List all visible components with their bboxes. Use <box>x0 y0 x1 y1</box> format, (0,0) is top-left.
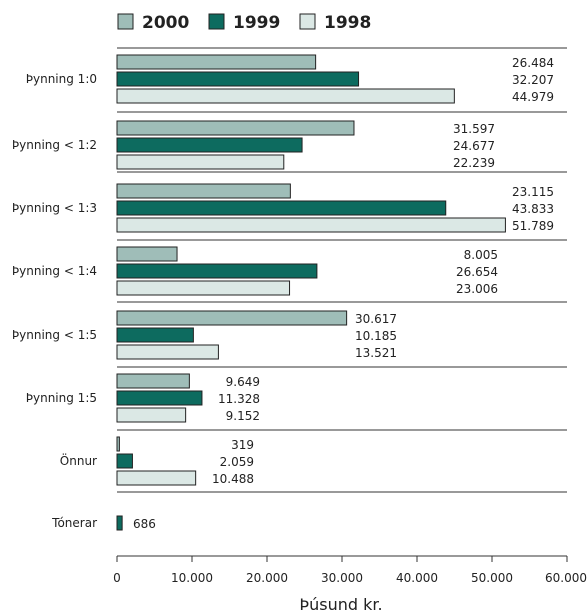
legend-swatch-1998 <box>299 13 316 30</box>
category-group: 23.115 43.833 51.789 Þynning < 1:3 <box>12 183 554 233</box>
bar-1998 <box>116 407 187 423</box>
bars: 26.484 32.207 44.979 Þynning 1:0 31.597 24.67… <box>12 54 554 531</box>
category-label: Þynning < 1:2 <box>12 138 97 152</box>
bar-1998 <box>116 470 197 486</box>
bar-2000 <box>116 54 317 70</box>
bar-1998 <box>116 154 285 170</box>
value-label-2000: 30.617 <box>355 312 397 326</box>
category-group: 319 2.059 10.488 Önnur <box>60 436 254 486</box>
legend-label-1999: 1999 <box>233 13 280 33</box>
value-label-2000: 23.115 <box>512 185 554 199</box>
category-label: Tónerar <box>51 516 97 530</box>
category-group: 686 Tónerar <box>51 515 156 531</box>
bar-1998 <box>116 280 291 296</box>
value-label-1999: 24.677 <box>453 139 495 153</box>
value-label-1999: 2.059 <box>220 455 254 469</box>
x-axis-title: Þúsund kr. <box>299 595 382 614</box>
legend-swatch-2000 <box>117 13 134 30</box>
legend-label-2000: 2000 <box>142 13 189 33</box>
value-label-2000: 26.484 <box>512 56 554 70</box>
bar-1998 <box>116 88 455 104</box>
value-label-2000: 8.005 <box>464 248 498 262</box>
bar-1999 <box>116 390 203 406</box>
category-group: 26.484 32.207 44.979 Þynning 1:0 <box>26 54 554 104</box>
x-tick-label: 30.000 <box>321 571 363 585</box>
bar-1999 <box>116 453 133 469</box>
value-label-1999: 43.833 <box>512 202 554 216</box>
bar-2000 <box>116 183 291 199</box>
x-tick-label: 50.000 <box>471 571 513 585</box>
value-label-1999: 10.185 <box>355 329 397 343</box>
bar-1999 <box>116 327 194 343</box>
x-tick-label: 20.000 <box>246 571 288 585</box>
bar-1999 <box>116 200 447 216</box>
x-tick-label: 40.000 <box>396 571 438 585</box>
category-label: Þynning < 1:3 <box>12 201 97 215</box>
category-group: 8.005 26.654 23.006 Þynning < 1:4 <box>12 246 498 296</box>
value-label-2000: 319 <box>231 438 254 452</box>
value-label-1998: 44.979 <box>512 90 554 104</box>
value-label-1998: 10.488 <box>212 472 254 486</box>
value-label-2000: 31.597 <box>453 122 495 136</box>
bar-2000 <box>116 246 178 262</box>
bar-1998 <box>116 344 219 360</box>
category-label: Þynning 1:5 <box>26 391 97 405</box>
legend: 2000 1999 1998 <box>117 13 371 33</box>
x-tick-label: 60.000 <box>545 571 587 585</box>
value-label-2000: 9.649 <box>226 375 260 389</box>
category-group: 31.597 24.677 22.239 Þynning < 1:2 <box>12 120 495 170</box>
bar-2000 <box>116 436 120 452</box>
value-label-1998: 13.521 <box>355 346 397 360</box>
legend-swatch-1999 <box>208 13 225 30</box>
x-axis: 0 10.000 20.000 30.000 40.000 50.000 60.000 <box>113 556 587 585</box>
bar-2000 <box>116 373 190 389</box>
bar-2000 <box>116 310 348 326</box>
legend-label-1998: 1998 <box>324 13 371 33</box>
value-label-2000: 686 <box>133 517 156 531</box>
category-group: 30.617 10.185 13.521 Þynning < 1:5 <box>12 310 397 360</box>
value-label-1999: 32.207 <box>512 73 554 87</box>
bar-1998 <box>116 217 506 233</box>
category-label: Þynning < 1:4 <box>12 264 97 278</box>
category-label: Þynning 1:0 <box>26 72 97 86</box>
value-label-1998: 9.152 <box>226 409 260 423</box>
bar-2000 <box>116 120 355 136</box>
value-label-1998: 51.789 <box>512 219 554 233</box>
value-label-1998: 22.239 <box>453 156 495 170</box>
value-label-1999: 11.328 <box>218 392 260 406</box>
bar-2000 <box>116 515 123 531</box>
x-tick-label: 0 <box>113 571 121 585</box>
category-label: Þynning < 1:5 <box>12 328 97 342</box>
category-label: Önnur <box>60 452 97 468</box>
x-tick-label: 10.000 <box>171 571 213 585</box>
bar-1999 <box>116 137 303 153</box>
category-group: 9.649 11.328 9.152 Þynning 1:5 <box>26 373 260 423</box>
bar-1999 <box>116 263 318 279</box>
value-label-1998: 23.006 <box>456 282 498 296</box>
bar-1999 <box>116 71 360 87</box>
value-label-1999: 26.654 <box>456 265 498 279</box>
